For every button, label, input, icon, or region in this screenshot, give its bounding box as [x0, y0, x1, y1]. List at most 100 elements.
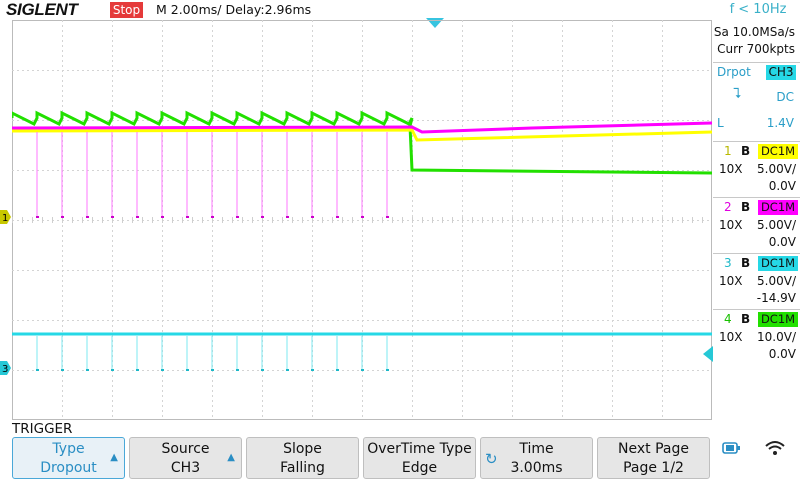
memory-depth: Curr 700kpts [713, 40, 800, 58]
softkey-type[interactable]: Type Dropout ▲ [12, 437, 125, 479]
ch3-pulse-dot [236, 369, 239, 371]
softkey-menu: Type Dropout ▲ Source CH3 ▲ Slope Fallin… [0, 437, 800, 480]
ch2-pulse-dot [186, 216, 189, 218]
top-status-bar: SIGLENT Stop M 2.00ms/ Delay:2.96ms f < … [0, 0, 800, 20]
coupling-badge: DC1M [758, 312, 798, 327]
ch2-pulse-dot [236, 216, 239, 218]
trigger-mode: Drpot [717, 65, 751, 79]
channel-1-info[interactable]: 1 B DC1M 10X 5.00V/ 0.0V [713, 141, 800, 197]
ch2-pulse-dot [336, 216, 339, 218]
vertical-scale: 10.0V/ [757, 329, 796, 346]
falling-edge-icon: ⮧ [733, 86, 741, 102]
bandwidth-limit: B [741, 255, 750, 272]
ch2-pulse-dot [161, 216, 164, 218]
channel-4-info[interactable]: 4 B DC1M 10X 10.0V/ 0.0V [713, 309, 800, 365]
usb-icon [722, 441, 742, 455]
sample-rate: Sa 10.0MSa/s [713, 23, 800, 41]
channel-number: 4 [724, 311, 732, 328]
right-info-panel: Sa 10.0MSa/s Curr 700kpts Drpot CH3 ⮧ DC… [713, 20, 800, 420]
ch3-pulse-dot [111, 369, 114, 371]
ch3-pulse-dot [161, 369, 164, 371]
ch3-pulse-dot [136, 369, 139, 371]
timebase-readout: M 2.00ms/ Delay:2.96ms [156, 1, 311, 19]
ch3-pulse-dot [36, 369, 39, 371]
ch1-marker-label: 1 [2, 213, 8, 224]
bandwidth-limit: B [741, 143, 750, 160]
ch3-pulse-dot [361, 369, 364, 371]
ch3-pulse-dot [336, 369, 339, 371]
ch2-pulse-dot [286, 216, 289, 218]
vertical-scale: 5.00V/ [757, 217, 796, 234]
trigger-coupling: DC [776, 90, 794, 104]
softkey-value: Page 1/2 [598, 459, 709, 478]
softkey-label: Slope [247, 440, 358, 459]
trigger-source-badge: CH3 [766, 65, 796, 80]
graticule [12, 20, 712, 420]
coupling-badge: DC1M [758, 256, 798, 271]
ch3-pulse-dot [186, 369, 189, 371]
menu-title: TRIGGER [12, 421, 72, 438]
ch2-pulse-dot [261, 216, 264, 218]
brand-logo: SIGLENT [6, 0, 78, 20]
up-arrow-icon: ▲ [110, 448, 118, 467]
ch2-pulse-dot [36, 216, 39, 218]
probe-ratio: 10X [719, 273, 743, 290]
coupling-badge: DC1M [758, 200, 798, 215]
softkey-label: Source [130, 440, 241, 459]
frequency-readout: f < 10Hz [716, 1, 800, 19]
ch2-pulse-dot [361, 216, 364, 218]
channel-number: 1 [724, 143, 732, 160]
softkey-value: Dropout [13, 459, 124, 478]
ch2-pulse-dot [136, 216, 139, 218]
waveform-display[interactable] [12, 20, 712, 420]
softkey-time[interactable]: ↻ Time 3.00ms [480, 437, 593, 479]
ch3-pulse-dot [261, 369, 264, 371]
wifi-icon [764, 439, 786, 457]
ch2-pulse-dot [111, 216, 114, 218]
vertical-offset: 0.0V [769, 234, 796, 251]
ch3-pulse-dot [86, 369, 89, 371]
probe-ratio: 10X [719, 217, 743, 234]
channel-2-info[interactable]: 2 B DC1M 10X 5.00V/ 0.0V [713, 197, 800, 253]
softkey-label: Next Page [598, 440, 709, 459]
up-arrow-icon: ▲ [227, 448, 235, 467]
ch2-pulse-dot [311, 216, 314, 218]
softkey-overtime-type[interactable]: OverTime Type Edge [363, 437, 476, 479]
vertical-offset: -14.9V [757, 290, 796, 307]
ch3-pulse-dot [286, 369, 289, 371]
softkey-label: Time [481, 440, 592, 459]
ch2-pulse-dot [386, 216, 389, 218]
vertical-scale: 5.00V/ [757, 273, 796, 290]
ch3-offset-marker[interactable]: 3 [0, 361, 12, 375]
ch3-pulse-dot [386, 369, 389, 371]
ch2-pulse-dot [61, 216, 64, 218]
ch3-pulse-dot [211, 369, 214, 371]
softkey-label: Type [13, 440, 124, 459]
ch3-pulse-dot [311, 369, 314, 371]
ch3-pulse-dot [61, 369, 64, 371]
softkey-value: Falling [247, 459, 358, 478]
ch3-marker-label: 3 [2, 364, 8, 375]
bandwidth-limit: B [741, 199, 750, 216]
probe-ratio: 10X [719, 329, 743, 346]
trigger-level-label: L [717, 116, 724, 130]
softkey-label: OverTime Type [364, 440, 475, 459]
run-state-badge[interactable]: Stop [110, 2, 143, 18]
bandwidth-limit: B [741, 311, 750, 328]
softkey-next-page[interactable]: Next Page Page 1/2 [597, 437, 710, 479]
vertical-offset: 0.0V [769, 346, 796, 363]
softkey-value: 3.00ms [481, 459, 592, 478]
adjust-knob-icon: ↻ [485, 450, 498, 469]
softkey-slope[interactable]: Slope Falling [246, 437, 359, 479]
ch2-pulse-dot [86, 216, 89, 218]
softkey-value: Edge [364, 459, 475, 478]
softkey-source[interactable]: Source CH3 ▲ [129, 437, 242, 479]
probe-ratio: 10X [719, 161, 743, 178]
trigger-level-value: 1.4V [767, 116, 794, 130]
coupling-badge: DC1M [758, 144, 798, 159]
ch2-pulse-dot [211, 216, 214, 218]
ch1-offset-marker[interactable]: 1 [0, 210, 12, 224]
channel-number: 3 [724, 255, 732, 272]
trigger-level-marker[interactable] [703, 346, 713, 362]
channel-3-info[interactable]: 3 B DC1M 10X 5.00V/ -14.9V [713, 253, 800, 309]
